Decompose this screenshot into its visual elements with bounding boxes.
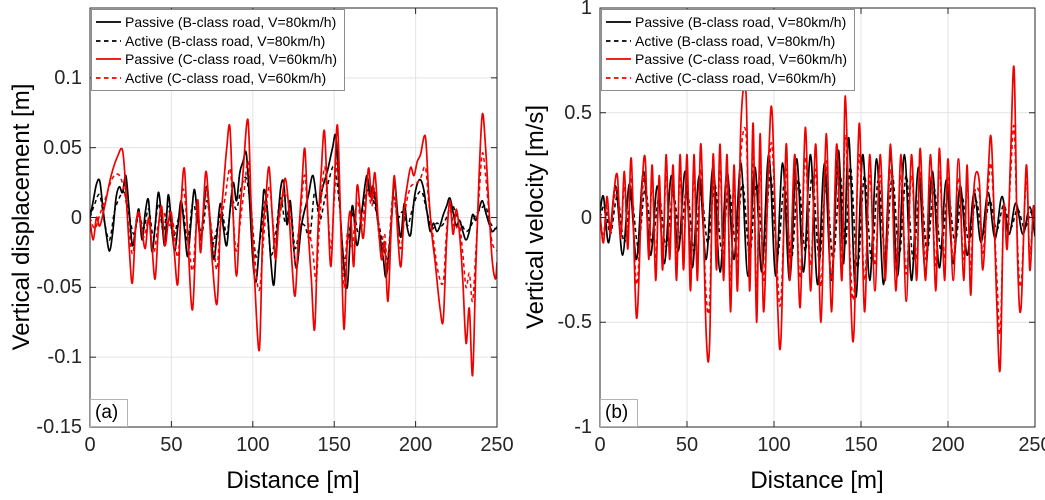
chart-a-legend: Passive (B-class road, V=80km/h) Active …: [91, 9, 346, 91]
legend-item-passive-b: Passive (B-class road, V=80km/h): [95, 13, 337, 32]
chart-b-annotation: (b): [600, 399, 639, 427]
y-tick-label: 0.05: [43, 136, 82, 159]
legend-item-passive-c: Passive (C-class road, V=60km/h): [605, 50, 847, 69]
y-tick-label: 0: [70, 206, 82, 229]
x-tick-label: 200: [931, 434, 965, 456]
legend-label: Active (C-class road, V=60km/h): [125, 69, 327, 86]
chart-b-series-group: [600, 65, 1035, 373]
chart-a-x-axis-label: Distance [m]: [226, 467, 360, 494]
series-line-active-b: [600, 166, 1035, 269]
y-tick-label: 0.5: [564, 101, 592, 124]
legend-item-passive-c: Passive (C-class road, V=60km/h): [95, 50, 337, 69]
x-tick-label: 0: [594, 434, 606, 456]
legend-item-passive-b: Passive (B-class road, V=80km/h): [605, 13, 847, 32]
legend-label: Passive (B-class road, V=80km/h): [635, 14, 847, 31]
line-sample-dashed-red-icon: [606, 76, 631, 79]
x-tick-label: 100: [236, 434, 270, 456]
series-line-passive-c: [600, 65, 1035, 373]
legend-label: Active (B-class road, V=80km/h): [635, 32, 836, 49]
legend-item-active-c: Active (C-class road, V=60km/h): [95, 69, 337, 88]
line-sample-dashed-red-icon: [96, 76, 121, 79]
y-tick-label: 0.1: [54, 66, 82, 89]
legend-label: Passive (C-class road, V=60km/h): [635, 51, 848, 68]
legend-label: Active (C-class road, V=60km/h): [635, 69, 837, 86]
x-tick-label: 0: [84, 434, 96, 456]
x-tick-label: 250: [480, 434, 514, 456]
y-tick-label: -0.15: [36, 416, 82, 438]
line-sample-solid-black-icon: [96, 21, 121, 24]
chart-b-legend: Passive (B-class road, V=80km/h) Active …: [601, 9, 856, 91]
legend-item-active-b: Active (B-class road, V=80km/h): [605, 32, 847, 51]
line-sample-dashed-black-icon: [606, 39, 631, 42]
line-sample-solid-red-icon: [96, 58, 121, 61]
series-line-passive-c: [90, 112, 497, 377]
series-line-active-c: [600, 124, 1035, 336]
y-tick-label: -1: [574, 416, 592, 438]
x-tick-label: 150: [844, 434, 878, 456]
chart-a-annotation: (a): [90, 399, 129, 427]
legend-item-active-b: Active (B-class road, V=80km/h): [95, 32, 337, 51]
chart-b-x-axis-label: Distance [m]: [750, 467, 884, 494]
x-tick-label: 100: [757, 434, 791, 456]
x-tick-label: 50: [675, 434, 699, 456]
line-sample-solid-black-icon: [606, 21, 631, 24]
line-sample-solid-red-icon: [606, 58, 631, 61]
y-tick-label: -0.1: [47, 346, 82, 369]
line-sample-dashed-black-icon: [96, 39, 121, 42]
legend-label: Active (B-class road, V=80km/h): [125, 32, 326, 49]
series-line-active-c: [90, 152, 497, 303]
legend-item-active-c: Active (C-class road, V=60km/h): [605, 69, 847, 88]
x-tick-label: 250: [1018, 434, 1045, 456]
legend-label: Passive (B-class road, V=80km/h): [125, 14, 337, 31]
chart-a-series-group: [90, 112, 497, 377]
y-tick-label: 0: [580, 206, 592, 229]
x-tick-label: 150: [317, 434, 351, 456]
x-tick-label: 50: [160, 434, 183, 456]
y-tick-label: -0.05: [36, 276, 82, 299]
y-tick-label: 1: [580, 0, 592, 19]
y-tick-label: -0.5: [557, 311, 592, 334]
legend-label: Passive (C-class road, V=60km/h): [125, 51, 338, 68]
x-tick-label: 200: [398, 434, 433, 456]
